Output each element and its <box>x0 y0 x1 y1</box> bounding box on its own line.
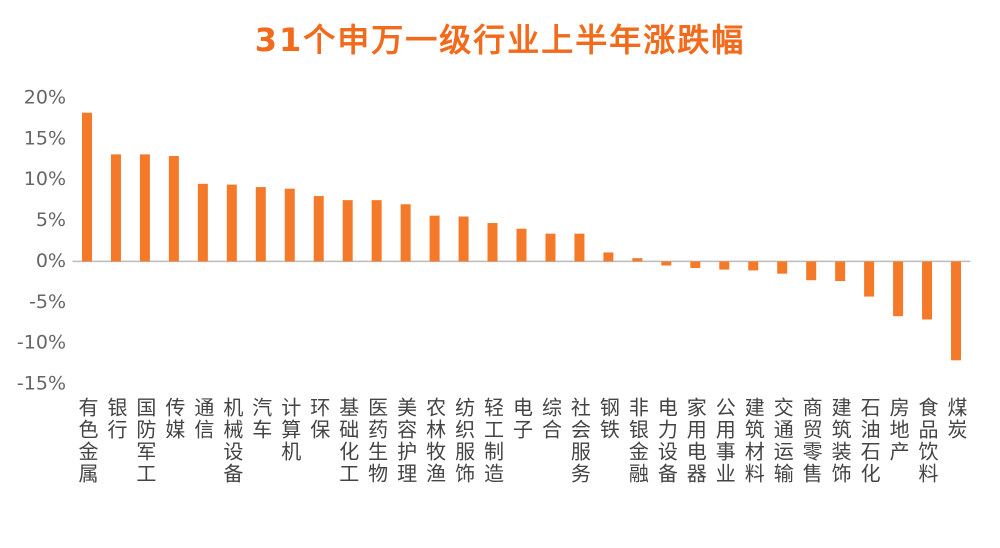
bar <box>168 156 179 262</box>
x-tick-label: 交通运输 <box>770 397 794 485</box>
x-tick-label: 煤炭 <box>944 397 968 441</box>
bar <box>835 261 846 282</box>
bar <box>284 188 295 262</box>
bar <box>922 261 933 320</box>
x-tick-label: 计算机 <box>278 397 302 463</box>
x-tick-label: 有色金属 <box>75 397 99 485</box>
x-tick-label: 纺织服饰 <box>452 397 476 485</box>
x-tick-label: 石油石化 <box>857 397 881 485</box>
bar <box>197 183 208 262</box>
y-tick-label: -5% <box>29 291 66 313</box>
x-tick-label: 商贸零售 <box>799 397 823 485</box>
x-tick-label: 通信 <box>191 397 215 441</box>
x-tick-label: 汽车 <box>249 397 273 441</box>
y-tick-label: -10% <box>17 332 66 354</box>
x-tick-label: 建筑材料 <box>741 397 765 485</box>
y-tick-label: 5% <box>36 209 66 231</box>
bar <box>603 252 614 262</box>
bar <box>139 154 150 262</box>
x-tick-label: 公用事业 <box>712 397 736 485</box>
bar <box>777 261 788 274</box>
y-tick-label: 20% <box>24 87 66 109</box>
x-tick-label: 医药生物 <box>365 397 389 485</box>
bar <box>864 261 875 297</box>
bar <box>748 261 759 271</box>
bar <box>342 200 353 262</box>
bar <box>110 154 121 262</box>
x-tick-label: 基础化工 <box>336 397 360 485</box>
x-tick-label: 银行 <box>104 397 128 441</box>
x-tick-label: 农林牧渔 <box>423 397 447 485</box>
x-tick-label: 社会服务 <box>567 397 591 485</box>
x-tick-label: 电子 <box>510 397 534 441</box>
x-tick-label: 房地产 <box>886 397 910 463</box>
bar <box>545 233 556 262</box>
bar <box>226 184 237 262</box>
bar <box>255 187 266 262</box>
y-tick-label: 15% <box>24 127 66 149</box>
x-tick-label: 轻工制造 <box>481 397 505 485</box>
x-tick-label: 传媒 <box>162 397 186 441</box>
x-tick-label: 机械设备 <box>220 397 244 485</box>
bar <box>690 261 701 268</box>
bar <box>632 258 643 262</box>
y-tick-label: 0% <box>36 250 66 272</box>
bar <box>574 233 585 262</box>
bar <box>893 261 904 317</box>
bar <box>429 215 440 262</box>
bar <box>806 261 817 281</box>
bar <box>81 112 92 262</box>
bar <box>458 216 469 262</box>
bar <box>661 261 672 266</box>
y-tick-label: 10% <box>24 168 66 190</box>
x-tick-label: 电力设备 <box>654 397 678 485</box>
x-tick-label: 食品饮料 <box>915 397 939 485</box>
bar <box>400 204 411 262</box>
x-tick-label: 钢铁 <box>596 397 620 441</box>
x-tick-label: 家用电器 <box>683 397 707 485</box>
x-tick-label: 综合 <box>538 397 562 441</box>
bar <box>371 200 382 262</box>
x-tick-label: 美容护理 <box>394 397 418 485</box>
x-tick-label: 非银金融 <box>625 397 649 485</box>
bar <box>487 223 498 262</box>
bar <box>313 196 324 262</box>
y-tick-label: -15% <box>17 373 66 395</box>
x-tick-label: 建筑装饰 <box>828 397 852 485</box>
chart-title: 31个申万一级行业上半年涨跌幅 <box>255 21 746 59</box>
x-tick-label: 国防军工 <box>133 397 157 485</box>
bar <box>719 261 730 270</box>
bar <box>516 228 527 262</box>
bar <box>951 261 962 361</box>
x-tick-label: 环保 <box>307 397 331 441</box>
